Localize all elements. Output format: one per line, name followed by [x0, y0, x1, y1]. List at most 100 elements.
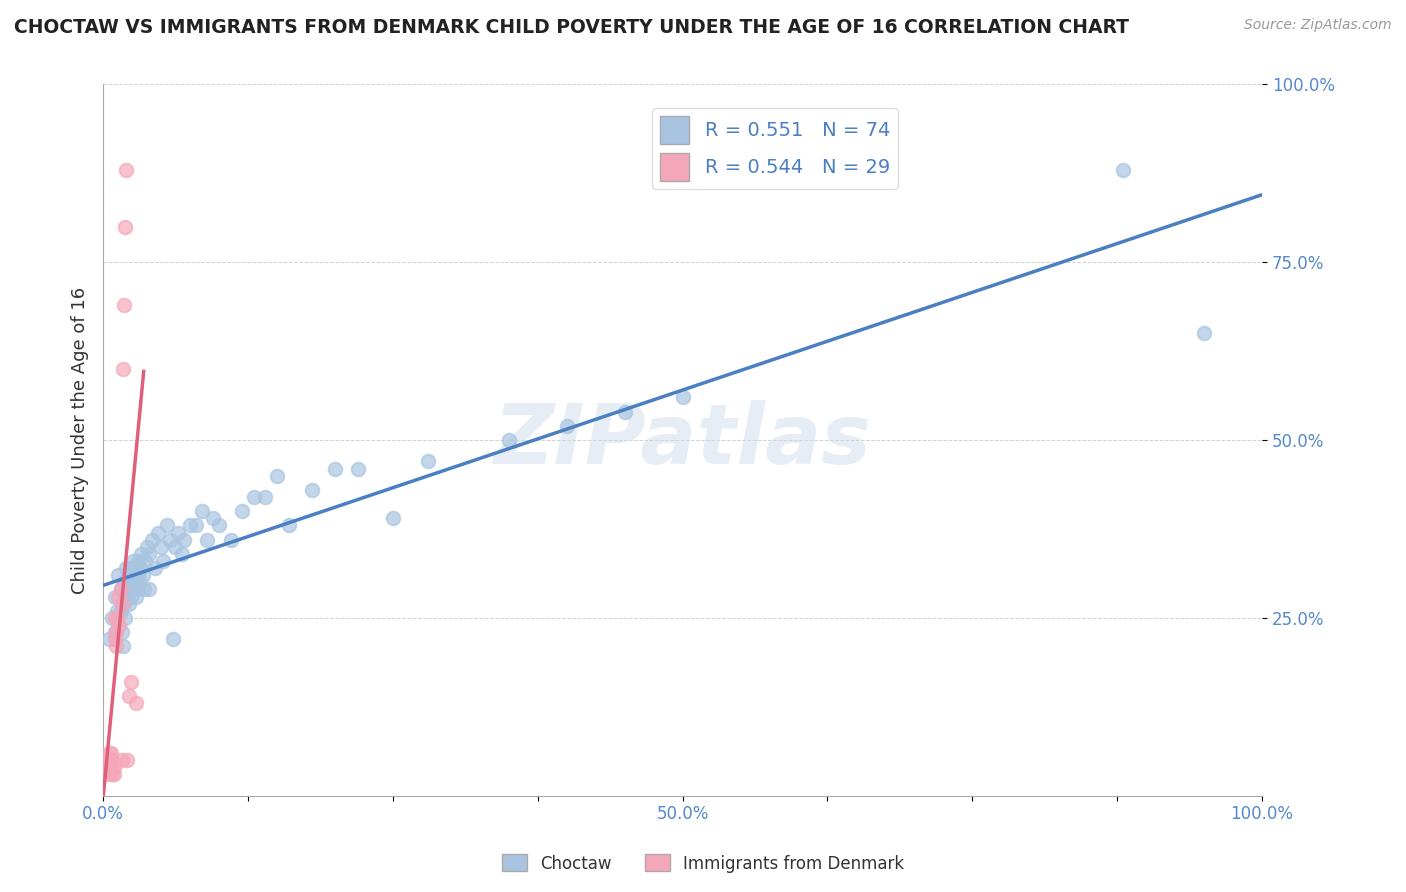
Point	[167, 525, 190, 540]
Point	[96, 753, 118, 767]
Point	[105, 604, 128, 618]
Point	[141, 533, 163, 547]
Point	[97, 767, 120, 781]
Point	[243, 490, 266, 504]
Point	[124, 590, 146, 604]
Point	[202, 511, 225, 525]
Text: Source: ZipAtlas.com: Source: ZipAtlas.com	[1244, 18, 1392, 32]
Point	[184, 518, 207, 533]
Point	[143, 561, 166, 575]
Point	[136, 540, 159, 554]
Point	[117, 753, 139, 767]
Point	[114, 219, 136, 234]
Point	[118, 582, 141, 597]
Point	[115, 561, 138, 575]
Point	[100, 760, 122, 774]
Point	[231, 504, 253, 518]
Point	[1112, 162, 1135, 177]
Y-axis label: Child Poverty Under the Age of 16: Child Poverty Under the Age of 16	[72, 286, 89, 594]
Point	[266, 468, 288, 483]
Point	[121, 568, 143, 582]
Point	[101, 753, 124, 767]
Point	[613, 404, 636, 418]
Point	[114, 611, 136, 625]
Point	[190, 504, 212, 518]
Point	[104, 640, 127, 654]
Point	[112, 298, 135, 312]
Point	[107, 568, 129, 582]
Point	[117, 568, 139, 582]
Point	[323, 461, 346, 475]
Point	[112, 597, 135, 611]
Point	[156, 518, 179, 533]
Point	[97, 632, 120, 647]
Point	[197, 533, 219, 547]
Point	[115, 162, 138, 177]
Point	[162, 632, 184, 647]
Point	[107, 590, 129, 604]
Point	[103, 760, 125, 774]
Point	[120, 675, 142, 690]
Point	[127, 568, 149, 582]
Point	[110, 582, 132, 597]
Point	[381, 511, 404, 525]
Point	[100, 746, 122, 760]
Point	[104, 590, 127, 604]
Point	[301, 483, 323, 497]
Point	[219, 533, 242, 547]
Point	[173, 533, 195, 547]
Point	[121, 582, 143, 597]
Point	[112, 575, 135, 590]
Point	[117, 575, 139, 590]
Text: CHOCTAW VS IMMIGRANTS FROM DENMARK CHILD POVERTY UNDER THE AGE OF 16 CORRELATION: CHOCTAW VS IMMIGRANTS FROM DENMARK CHILD…	[14, 18, 1129, 37]
Point	[122, 554, 145, 568]
Point	[108, 618, 131, 632]
Point	[110, 604, 132, 618]
Point	[129, 561, 152, 575]
Point	[131, 568, 153, 582]
Point	[120, 590, 142, 604]
Point	[128, 575, 150, 590]
Point	[125, 582, 148, 597]
Point	[101, 611, 124, 625]
Point	[131, 547, 153, 561]
Point	[117, 689, 139, 703]
Point	[134, 554, 156, 568]
Point	[104, 625, 127, 640]
Point	[416, 454, 439, 468]
Point	[105, 611, 128, 625]
Point	[97, 760, 120, 774]
Legend: Choctaw, Immigrants from Denmark: Choctaw, Immigrants from Denmark	[495, 847, 911, 880]
Point	[498, 433, 520, 447]
Point	[277, 518, 299, 533]
Point	[150, 540, 173, 554]
Point	[118, 561, 141, 575]
Point	[98, 753, 121, 767]
Point	[104, 632, 127, 647]
Point	[97, 746, 120, 760]
Point	[671, 391, 693, 405]
Legend: R = 0.551   N = 74, R = 0.544   N = 29: R = 0.551 N = 74, R = 0.544 N = 29	[652, 109, 898, 189]
Point	[111, 597, 134, 611]
Point	[111, 625, 134, 640]
Point	[124, 561, 146, 575]
Point	[124, 696, 146, 710]
Point	[138, 547, 160, 561]
Point	[208, 518, 231, 533]
Point	[163, 540, 186, 554]
Point	[111, 753, 134, 767]
Point	[146, 525, 169, 540]
Point	[254, 490, 277, 504]
Point	[104, 611, 127, 625]
Point	[127, 554, 149, 568]
Point	[1192, 326, 1215, 341]
Point	[159, 533, 181, 547]
Point	[347, 461, 370, 475]
Point	[132, 582, 155, 597]
Point	[101, 767, 124, 781]
Point	[115, 590, 138, 604]
Point	[179, 518, 201, 533]
Point	[124, 575, 146, 590]
Point	[152, 554, 174, 568]
Point	[104, 625, 127, 640]
